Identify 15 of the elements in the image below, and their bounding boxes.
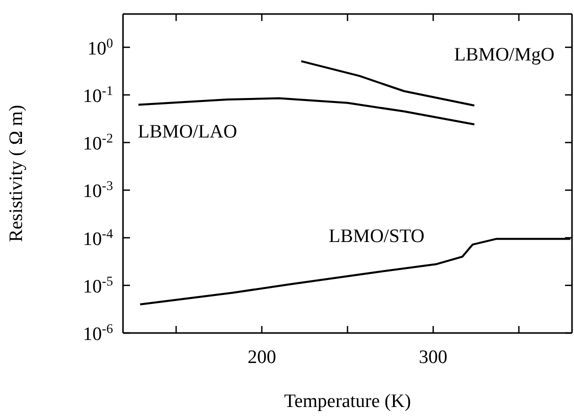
line-series	[137, 97, 476, 126]
y-tick-label: 10$^{0}$	[87, 34, 114, 60]
x-axis-title: Temperature (K)	[284, 391, 411, 412]
y-tick-label: 10$^{-4}$	[82, 225, 114, 250]
y-tick-label: 10$^{-2}$	[82, 130, 113, 155]
legend-label: LBMO/MgO	[454, 44, 554, 66]
y-tick-label: 10$^{-1}$	[82, 82, 113, 107]
series-label: LBMO/STO	[328, 226, 424, 248]
y-tick-label: 10$^{-6}$	[82, 320, 114, 345]
y-tick-label: 10$^{-5}$	[82, 272, 114, 298]
series-label: LBMO/LAO	[138, 122, 238, 143]
x-tick-label: 300	[418, 347, 448, 368]
y-axis-title: Resistivity ( Ω m)	[6, 104, 27, 242]
y-tick-label: 10$^{-3}$	[82, 178, 114, 202]
x-tick-label: 200	[248, 347, 276, 368]
